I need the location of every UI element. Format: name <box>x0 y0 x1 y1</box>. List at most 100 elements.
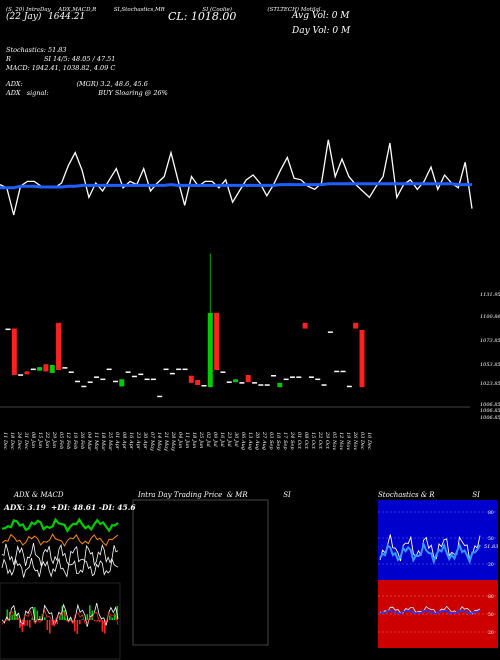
adx-macd-title: ADX & MACD <box>14 491 64 499</box>
price-tick-label: 1006.85 <box>480 402 500 408</box>
date-tick-label: 23 Jul <box>226 431 232 447</box>
candle-body <box>289 376 295 378</box>
adx-signal: ADX signal: BUY Sloaring @ 26% <box>6 89 168 97</box>
macd-histogram-bar <box>79 620 81 625</box>
candle-body <box>75 380 81 383</box>
date-tick-label: 05 Nov <box>331 432 337 450</box>
date-tick-label: 27 Aug <box>261 431 267 450</box>
candle-body <box>119 379 125 387</box>
candle-body <box>296 376 302 378</box>
candle-body <box>5 328 11 331</box>
date-tick-label: 16 Jul <box>219 432 225 447</box>
candle-body <box>81 385 87 388</box>
date-tick-label: 01 Apr <box>114 432 120 450</box>
adx-line <box>1 543 119 567</box>
candle-body <box>315 378 321 381</box>
candle-body <box>144 378 150 381</box>
candle-body <box>37 367 43 371</box>
candle-body <box>245 375 251 383</box>
date-tick-label: 28 May <box>170 431 176 451</box>
date-tick-label: 13 Aug <box>247 432 253 450</box>
date-tick-label: 08 Oct <box>303 432 309 450</box>
date-tick-label: 18 Jun <box>191 432 197 448</box>
candle-body <box>30 368 36 371</box>
candle-body <box>233 379 239 383</box>
stoch-tick-label: 20 <box>488 562 494 568</box>
price-tick-label: 1006.85 <box>480 408 500 414</box>
macd-histogram-bar <box>26 620 29 626</box>
macd-histogram-bar <box>14 610 16 620</box>
price-line <box>0 139 473 216</box>
date-tick-label: 26 Nov <box>352 431 358 450</box>
adx-line-2 <box>1 557 119 578</box>
rsi-tick-label: 50 <box>488 612 494 618</box>
minus-di-line <box>1 533 119 547</box>
label-stoch-mrsi: SI,Stochastics,MR <box>113 7 165 13</box>
date-tick-label: 06 Aug <box>240 432 246 450</box>
label-intraday: (S, 20) IntraDay <box>6 7 51 13</box>
macd-histogram-bar <box>51 620 54 626</box>
date-tick-label: 05 Feb <box>58 432 64 449</box>
candle-body <box>283 378 289 381</box>
candle-body <box>182 368 188 371</box>
macd-panel-bg <box>0 582 121 660</box>
macd-histogram-bar <box>61 605 64 620</box>
candle-body <box>163 368 169 371</box>
date-tick-label: 17 Sep <box>282 432 288 450</box>
macd-histogram-bar <box>11 614 14 620</box>
stoch-tick-label: 50 <box>488 536 494 542</box>
macd-histogram-bar <box>74 620 76 632</box>
rsi-tick-label: 20 <box>488 630 494 636</box>
macd-histogram-bar <box>111 617 114 620</box>
macd-histogram-bar <box>101 620 104 632</box>
macd-histogram-bar <box>39 616 41 620</box>
date-tick-label: 30 Jul <box>233 432 239 447</box>
date-tick-label: 07 May <box>149 432 155 451</box>
date-tick-label: 24 Sep <box>289 431 295 450</box>
rsi-tick-label: 80 <box>488 594 494 600</box>
macd-histogram-bar <box>114 613 116 620</box>
macd-histogram-bar <box>91 610 94 620</box>
date-tick-label: 11 Jun <box>184 432 190 448</box>
price-tick-label: 1023.85 <box>480 381 500 387</box>
date-tick-label: 19 Nov <box>345 432 351 450</box>
date-tick-label: 10 Sep <box>275 432 281 450</box>
price-tick-label: 1073.85 <box>480 338 500 344</box>
macd-histogram-bar <box>116 605 119 620</box>
date-tick-label: 25 Jun <box>198 431 204 448</box>
moving-average-line <box>0 182 472 190</box>
macd-histogram-bar <box>56 620 59 625</box>
stoch-rsi-title: Stochastics & R SI <box>378 491 480 499</box>
macd-histogram-bar <box>41 614 44 620</box>
date-tick-label: 03 Sep <box>268 432 274 450</box>
intraday-panel <box>132 499 269 646</box>
day-volume: Day Vol: 0 M <box>292 26 351 36</box>
candle-body <box>11 328 17 375</box>
candle-body <box>125 371 131 373</box>
stoch-panel-bg <box>378 500 498 580</box>
price-tick-label: 1131.95 <box>480 292 500 298</box>
candle-body <box>150 378 156 381</box>
candle-body <box>87 381 93 383</box>
macd-histogram-bar <box>49 620 51 634</box>
candle-body <box>176 368 182 371</box>
macd-histogram-bar <box>29 620 31 628</box>
candle-body <box>252 382 258 384</box>
macd-histogram-bar <box>64 610 66 620</box>
macd-histogram-bar <box>99 620 101 623</box>
candle-body <box>169 372 175 375</box>
macd-histogram-bar <box>84 620 86 621</box>
date-tick-label: 22 Jan <box>44 431 50 448</box>
macd-histogram-bar <box>96 620 99 622</box>
macd-histogram-bar <box>109 615 111 620</box>
price-tick-label: 1053.85 <box>480 362 500 368</box>
candle-body <box>207 312 213 388</box>
macd-histogram-bar <box>94 620 96 622</box>
avg-volume: Avg Vol: 0 M <box>292 11 350 21</box>
macd-histogram-bar <box>19 620 21 628</box>
price-tick-label: 1006.85 <box>480 415 500 421</box>
candle-body <box>258 384 264 386</box>
date-tick-label: 18 Dec <box>9 432 15 450</box>
date-label: (22 Jay) <box>6 12 42 22</box>
adx-panel-bg <box>0 500 120 660</box>
